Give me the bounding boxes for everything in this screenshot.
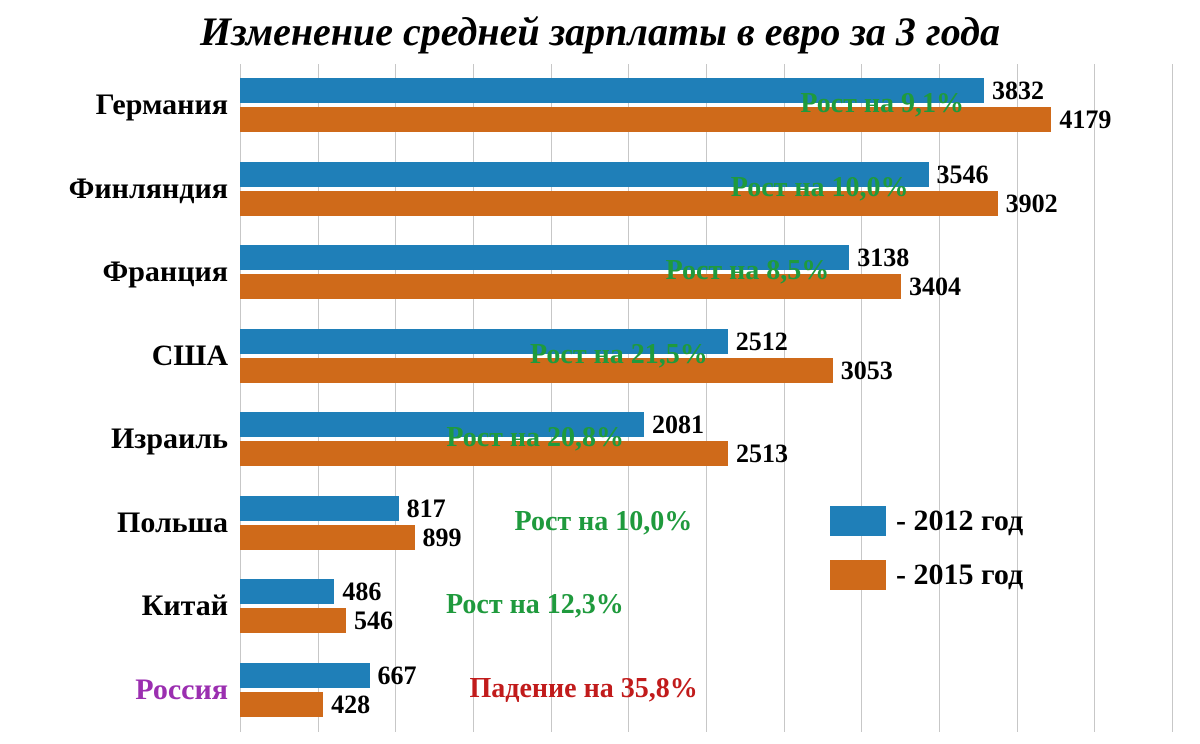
value-label: 4179 bbox=[1059, 107, 1111, 132]
category-label: Финляндия bbox=[0, 148, 234, 230]
annotation-text: Рост на 10,0% bbox=[515, 506, 693, 537]
legend-label: - 2015 год bbox=[896, 558, 1023, 592]
value-label: 486 bbox=[342, 579, 381, 604]
value-label: 2513 bbox=[736, 441, 788, 466]
change-annotation: Рост на 12,3% bbox=[446, 589, 624, 621]
value-label: 546 bbox=[354, 608, 393, 633]
annotation-text: Рост на 21,5% bbox=[530, 339, 708, 370]
change-annotation: Рост на 20,8% bbox=[446, 422, 624, 454]
change-annotation: Рост на 10,0% bbox=[515, 506, 693, 538]
legend-swatch bbox=[830, 560, 886, 590]
legend-item: - 2012 год bbox=[830, 504, 1023, 538]
legend-label: - 2012 год bbox=[896, 504, 1023, 538]
value-label: 2081 bbox=[652, 412, 704, 437]
annotation-text: Рост на 10,0% bbox=[731, 172, 909, 203]
category-row: Германия38324179Рост на 9,1% bbox=[240, 64, 1172, 146]
value-label: 899 bbox=[423, 525, 462, 550]
category-row: Польша817899Рост на 10,0% bbox=[240, 482, 1172, 564]
category-row: Финляндия35463902Рост на 10,0% bbox=[240, 148, 1172, 230]
value-label: 3546 bbox=[937, 162, 989, 187]
value-label: 3404 bbox=[909, 274, 961, 299]
bar-y2012 bbox=[240, 663, 370, 688]
change-annotation: Рост на 8,5% bbox=[666, 255, 830, 287]
bar-y2015 bbox=[240, 692, 323, 717]
category-label: США bbox=[0, 315, 234, 397]
category-label: Россия bbox=[0, 649, 234, 731]
category-row: Израиль20812513Рост на 20,8% bbox=[240, 398, 1172, 480]
category-label: Китай bbox=[0, 565, 234, 647]
value-label: 428 bbox=[331, 692, 370, 717]
bar-y2012 bbox=[240, 579, 334, 604]
category-row: Китай486546Рост на 12,3% bbox=[240, 565, 1172, 647]
bar-y2012 bbox=[240, 496, 399, 521]
change-annotation: Падение на 35,8% bbox=[470, 673, 698, 705]
annotation-text: Падение на 35,8% bbox=[470, 673, 698, 704]
category-label: Германия bbox=[0, 64, 234, 146]
value-label: 3138 bbox=[857, 245, 909, 270]
category-label: Франция bbox=[0, 231, 234, 313]
category-label: Польша bbox=[0, 482, 234, 564]
annotation-text: Рост на 8,5% bbox=[666, 255, 830, 286]
value-label: 3902 bbox=[1006, 191, 1058, 216]
legend-swatch bbox=[830, 506, 886, 536]
value-label: 2512 bbox=[736, 329, 788, 354]
change-annotation: Рост на 10,0% bbox=[731, 172, 909, 204]
category-row: Россия667428Падение на 35,8% bbox=[240, 649, 1172, 731]
change-annotation: Рост на 21,5% bbox=[530, 339, 708, 371]
value-label: 667 bbox=[378, 663, 417, 688]
value-label: 3832 bbox=[992, 78, 1044, 103]
value-label: 817 bbox=[407, 496, 446, 521]
value-label: 3053 bbox=[841, 358, 893, 383]
annotation-text: Рост на 9,1% bbox=[800, 88, 964, 119]
plot-area: Германия38324179Рост на 9,1%Финляндия354… bbox=[240, 64, 1172, 732]
change-annotation: Рост на 9,1% bbox=[800, 88, 964, 120]
category-label: Израиль bbox=[0, 398, 234, 480]
bar-y2015 bbox=[240, 608, 346, 633]
legend-item: - 2015 год bbox=[830, 558, 1023, 592]
category-row: Франция31383404Рост на 8,5% bbox=[240, 231, 1172, 313]
salary-change-chart: Изменение средней зарплаты в евро за 3 г… bbox=[0, 0, 1200, 744]
bar-y2015 bbox=[240, 525, 415, 550]
annotation-text: Рост на 12,3% bbox=[446, 589, 624, 620]
chart-title: Изменение средней зарплаты в евро за 3 г… bbox=[10, 8, 1190, 61]
annotation-text: Рост на 20,8% bbox=[446, 422, 624, 453]
category-row: США25123053Рост на 21,5% bbox=[240, 315, 1172, 397]
gridline bbox=[1172, 64, 1173, 732]
